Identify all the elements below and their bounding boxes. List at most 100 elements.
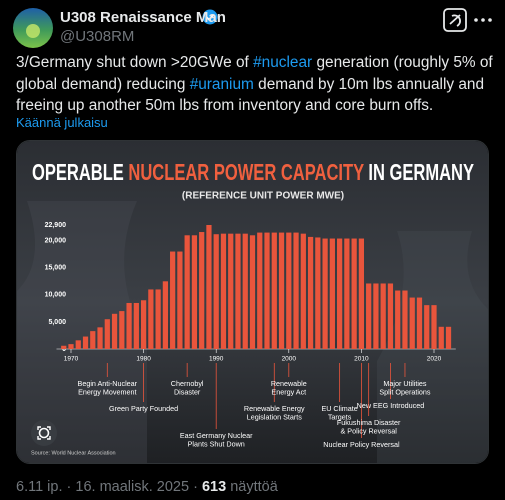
annotation-label: Major Utilities [383, 379, 427, 388]
bar [366, 283, 372, 349]
bar [177, 251, 183, 349]
annotation-label: Legislation Starts [247, 412, 303, 421]
y-tick-label: 15,000 [45, 265, 67, 272]
hashtag[interactable]: #nuclear [253, 54, 313, 71]
bar [61, 345, 67, 349]
bar [111, 313, 118, 349]
tweet-footer: 6.11 ip. · 16. maalisk. 2025 · 613 näytt… [16, 479, 278, 495]
bar [278, 232, 285, 349]
bar [148, 289, 154, 349]
bar [75, 340, 81, 349]
annotation-label: Disaster [174, 387, 201, 396]
x-tick-label: 2010 [354, 356, 369, 363]
title-segment: NUCLEAR POWER CAPACITY [128, 159, 363, 185]
bar [445, 326, 452, 349]
separator: · [66, 479, 72, 495]
bar [264, 232, 270, 349]
bar [329, 238, 335, 349]
more-button[interactable] [474, 18, 492, 22]
title-segment: OPERABLE [32, 159, 128, 185]
bar [395, 290, 401, 349]
annotation-label: Plants Shut Down [188, 439, 245, 448]
bar [220, 233, 227, 349]
annotation-label: New EEG Introduced [357, 401, 425, 410]
image-search-button[interactable] [31, 420, 57, 446]
bar [82, 336, 89, 349]
bar [213, 234, 219, 349]
bar [133, 302, 139, 349]
tweet-text-segment: generation (roughly 5% of global demand)… [16, 54, 493, 93]
grok-button[interactable] [443, 8, 467, 32]
bar [438, 326, 444, 349]
y-tick-label: 20,000 [45, 238, 67, 245]
bar [402, 290, 408, 349]
translate-link[interactable]: Käännä julkaisu [16, 115, 108, 130]
chart: OPERABLE NUCLEAR POWER CAPACITY IN GERMA… [17, 141, 488, 463]
bar [337, 238, 343, 349]
bar [293, 232, 299, 349]
bar [242, 233, 248, 349]
annotation-label: Renewable [271, 379, 307, 388]
bar [162, 281, 168, 349]
bar [271, 232, 277, 349]
hashtag[interactable]: #uranium [189, 75, 254, 93]
bar [424, 305, 430, 349]
tweet-time[interactable]: 6.11 ip. [16, 479, 63, 495]
tower-silhouette [17, 201, 147, 463]
x-tick-label: 1970 [64, 356, 79, 363]
bar [68, 344, 74, 349]
tweet-text-segment: 3/Germany shut down >20GWe of [16, 54, 254, 71]
view-label: näyttöä [230, 479, 278, 495]
tweet-image[interactable]: OPERABLE NUCLEAR POWER CAPACITY IN GERMA… [16, 140, 489, 464]
annotation-label: Chernobyl [171, 379, 204, 388]
header-icons [13, 8, 492, 48]
bar [140, 300, 147, 349]
y-tick-label: 10,000 [45, 292, 67, 299]
avatar-art [26, 24, 40, 38]
bar [315, 237, 321, 349]
y-tick-label: 22,900 [45, 222, 67, 229]
annotation-label: Nuclear Policy Reversal [323, 440, 400, 449]
view-count: 613 [201, 479, 227, 495]
annotation-label: Energy Act [271, 387, 306, 396]
bar [307, 236, 314, 349]
author-name[interactable]: U308 Renaissance Man [60, 9, 226, 26]
bar [380, 283, 386, 349]
separator: · [193, 479, 198, 495]
bar [228, 233, 234, 349]
tweet-text: 3/Germany shut down >20GWe of #nuclear g… [16, 52, 502, 117]
y-tick-label: 5,000 [48, 319, 66, 326]
bar [155, 289, 161, 349]
annotation-label: Green Party Founded [109, 404, 178, 413]
bar [206, 225, 212, 349]
annotation-label: EU Climate [321, 404, 357, 413]
bar [322, 238, 328, 349]
x-tick-label: 1990 [209, 356, 224, 363]
bar [97, 327, 103, 349]
title-segment: IN GERMANY [364, 159, 474, 185]
x-tick-label: 2000 [282, 356, 297, 363]
bar [257, 232, 263, 349]
bar [286, 232, 292, 349]
x-tick-label: 1980 [136, 356, 151, 363]
bar [344, 238, 350, 349]
bar [373, 283, 379, 349]
tweet-date[interactable]: 16. maalisk. 2025 [75, 479, 190, 495]
bar [191, 235, 198, 349]
bar [300, 233, 306, 349]
bar [416, 297, 423, 349]
annotation-label: Split Operations [379, 387, 431, 396]
tweet-text-segment: demand by 10m lbs annually and freeing u… [16, 75, 485, 115]
bar [184, 235, 190, 349]
chart-subtitle: (REFERENCE UNIT POWER MWE) [182, 191, 344, 202]
bar [119, 311, 125, 349]
x-tick-label: 2020 [427, 356, 442, 363]
bar [199, 232, 205, 349]
bar [409, 297, 415, 349]
author-handle[interactable]: @U308RM [60, 28, 135, 45]
annotation-label: Fukushima Disaster [337, 418, 401, 427]
y-tick-label: 0 [62, 346, 66, 353]
annotation-label: Renewable Energy [244, 404, 305, 413]
bar [235, 233, 241, 349]
